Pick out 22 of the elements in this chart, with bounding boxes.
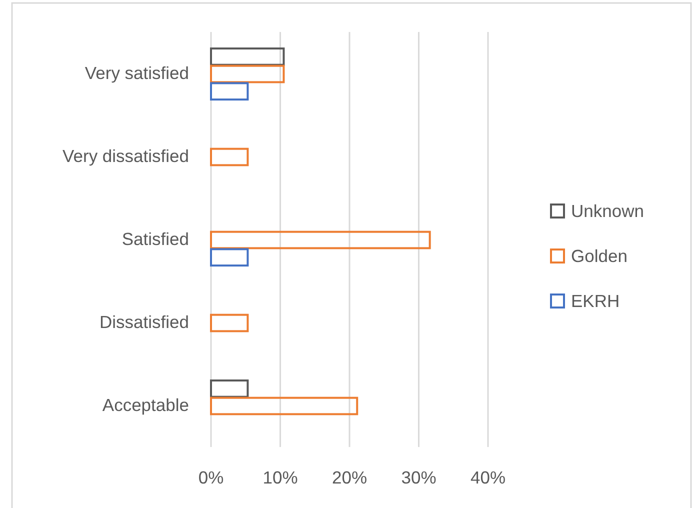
bar (210, 314, 249, 332)
x-tick-label: 30% (401, 467, 436, 488)
y-tick-label: Very satisfied (84, 63, 189, 84)
bar (210, 248, 249, 267)
y-tick-label: Acceptable (102, 395, 189, 416)
x-tick-label: 0% (198, 467, 224, 488)
bar (210, 82, 249, 101)
bar (210, 230, 431, 250)
bar (210, 379, 249, 398)
legend-label: Golden (571, 246, 628, 266)
bar (210, 64, 285, 84)
bar (210, 396, 358, 416)
y-tick-label: Satisfied (122, 229, 189, 250)
x-tick-label: 10% (262, 467, 298, 488)
y-tick-label: Dissatisfied (100, 312, 189, 332)
legend-label: EKRH (571, 291, 620, 312)
bar (210, 47, 285, 66)
y-tick-label: Very dissatisfied (62, 146, 189, 166)
x-tick-label: 20% (332, 467, 368, 488)
legend-label: Unknown (571, 201, 644, 222)
bar (210, 148, 249, 166)
x-tick-label: 40% (470, 467, 506, 488)
